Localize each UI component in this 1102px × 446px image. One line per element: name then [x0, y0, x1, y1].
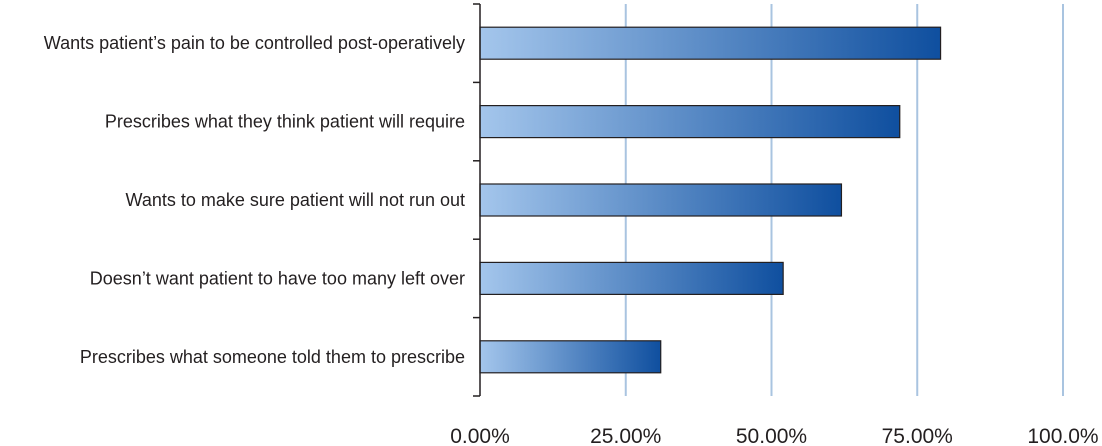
- bar: [479, 26, 942, 60]
- x-tick-labels: 0.00% 25.00% 50.00% 75.00% 100.0%: [450, 425, 1098, 446]
- x-tick-label: 25.00%: [590, 425, 661, 446]
- category-labels: Wants patient’s pain to be controlled po…: [44, 33, 465, 367]
- bars: [479, 26, 942, 374]
- category-label: Prescribes what someone told them to pre…: [80, 347, 465, 367]
- y-axis: [473, 3, 481, 397]
- bar: [479, 183, 843, 217]
- x-tick-label: 75.00%: [882, 425, 953, 446]
- category-label: Doesn’t want patient to have too many le…: [90, 268, 465, 288]
- category-label: Wants to make sure patient will not run …: [126, 190, 466, 210]
- bar: [479, 340, 662, 374]
- bar: [479, 104, 901, 139]
- category-label: Prescribes what they think patient will …: [105, 112, 465, 132]
- bar: [479, 261, 784, 295]
- x-tick-label: 100.0%: [1027, 425, 1098, 446]
- category-label: Wants patient’s pain to be controlled po…: [44, 33, 465, 53]
- x-tick-label: 50.00%: [736, 425, 807, 446]
- x-tick-label: 0.00%: [450, 425, 510, 446]
